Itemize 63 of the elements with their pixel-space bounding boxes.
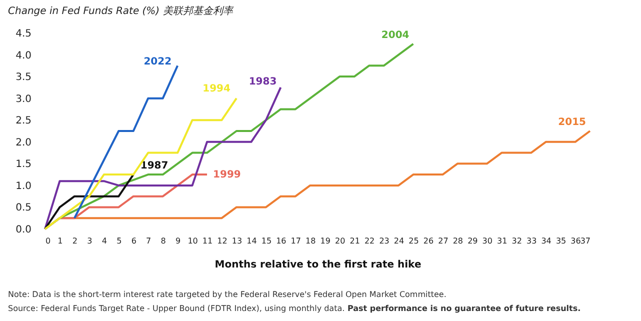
x-tick-label: 32 (512, 236, 522, 246)
y-tick-label: 3.5 (16, 72, 32, 84)
series-label: 2004 (381, 30, 410, 41)
x-tick-label: 4 (102, 236, 107, 246)
y-tick-label: 0.0 (16, 224, 32, 236)
x-tick-label: 2 (72, 236, 78, 246)
text: Past performance is no guarantee of future results. (346, 304, 581, 313)
x-tick-label: 18 (306, 236, 316, 246)
x-tick-label: 36 (570, 236, 581, 246)
x-tick-label: 34 (541, 236, 552, 246)
series-label: 1994 (202, 83, 231, 94)
x-tick-label: 3 (87, 236, 92, 246)
series-label: 2015 (558, 117, 586, 128)
x-tick-label: 8 (160, 236, 166, 246)
y-tick-label: 4.0 (16, 50, 32, 62)
source-note: Source: Federal Funds Target Rate - Upper Bound (FDTR Index), using monthly data. (8, 304, 345, 313)
x-tick-label: 31 (497, 236, 508, 246)
x-tick-label: 30 (482, 236, 492, 246)
x-tick-label: 25 (408, 236, 419, 246)
y-tick-label: 2.0 (16, 137, 32, 148)
line-series (44, 174, 134, 230)
x-tick-label: 7 (146, 236, 152, 246)
x-tick-label: 27 (438, 236, 448, 246)
x-tick-label: 21 (350, 236, 360, 246)
text: Note: Data is the short-term interest rate targeted by the Federal Reserve's Federal Open Market Committee. (8, 290, 446, 299)
x-tick-label: 33 (526, 236, 537, 246)
x-tick-label: 29 (468, 236, 478, 246)
x-tick-label: 6 (131, 236, 136, 246)
x-tick-label: 26 (423, 236, 434, 246)
y-tick-label: 1.5 (16, 159, 32, 170)
line-series (44, 86, 282, 230)
x-tick-label: 9 (176, 236, 181, 246)
x-tick-label: 14 (246, 236, 257, 246)
x-tick-label: 28 (452, 236, 464, 246)
y-tick-label: 3.0 (16, 94, 32, 105)
x-tick-label: 16 (276, 236, 286, 246)
y-tick-label: 2.5 (16, 116, 32, 127)
y-tick-label: 4.5 (16, 28, 32, 40)
x-tick-label: 22 (364, 236, 375, 246)
x-tick-label: 12 (217, 236, 228, 246)
x-tick-label: 37 (580, 236, 590, 246)
x-tick-label: 11 (202, 236, 213, 246)
x-tick-label: 0 (46, 236, 51, 246)
series-label: 1983 (248, 76, 277, 88)
series-label: 1987 (140, 160, 168, 172)
y-tick-label: 0.5 (16, 202, 32, 214)
series-label: 2022 (144, 56, 172, 68)
x-tick-label: 24 (394, 236, 404, 246)
x-tick-label: 35 (556, 236, 566, 246)
x-tick-label: 10 (188, 236, 198, 246)
x-tick-label: 1 (58, 236, 63, 246)
series-label: 1999 (213, 170, 241, 181)
x-tick-label: 23 (379, 236, 390, 246)
x-tick-label: 20 (335, 236, 346, 246)
x-tick-label: 17 (290, 236, 301, 246)
x-tick-label: 15 (261, 236, 272, 246)
x-axis-title: Months relative to the first rate hike (214, 260, 422, 270)
y-tick-label: 1.0 (16, 180, 32, 192)
line-series (73, 64, 179, 220)
x-tick-label: 13 (232, 236, 242, 246)
x-tick-label: 5 (116, 236, 122, 246)
x-tick-label: 19 (320, 236, 330, 246)
chart-title: Change in Fed Funds Rate (%) 美联邦基金利率 (8, 4, 233, 18)
